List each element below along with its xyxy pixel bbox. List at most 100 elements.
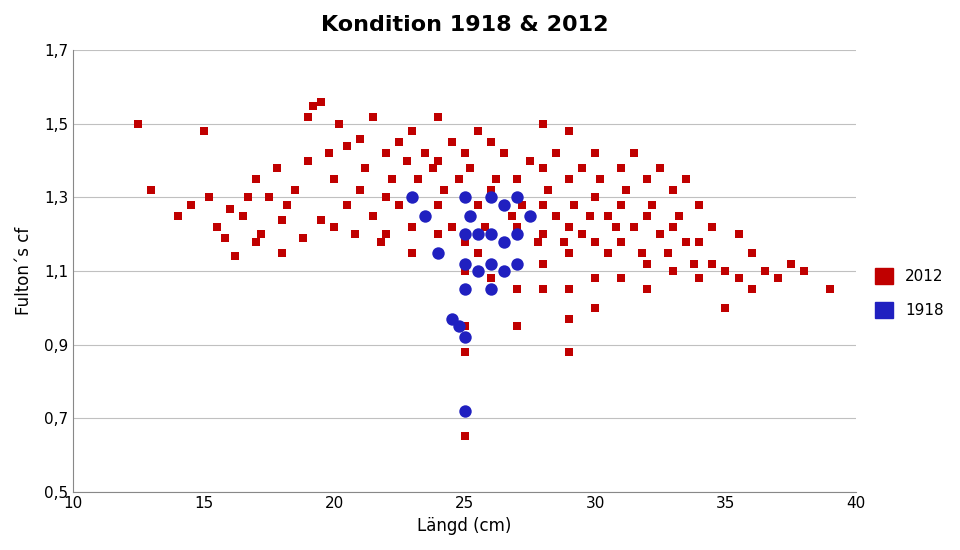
Point — [131, 119, 146, 128]
Point — [287, 186, 302, 195]
Point — [300, 156, 316, 165]
Point — [509, 259, 524, 268]
Point — [418, 149, 433, 158]
Point — [489, 175, 504, 184]
Point — [639, 175, 655, 184]
Point — [462, 211, 477, 220]
Point — [588, 274, 603, 283]
Point — [796, 267, 811, 276]
Point — [618, 186, 634, 195]
Point — [144, 186, 159, 195]
Point — [613, 274, 629, 283]
Point — [509, 230, 524, 239]
Point — [574, 164, 589, 173]
Point — [509, 322, 524, 331]
Point — [660, 248, 676, 257]
Point — [588, 304, 603, 312]
Point — [326, 175, 342, 184]
Point — [483, 274, 498, 283]
Point — [509, 285, 524, 294]
Point — [331, 119, 347, 128]
Point — [240, 193, 255, 202]
Point — [183, 200, 199, 209]
Point — [340, 141, 355, 150]
Point — [457, 432, 472, 441]
Point — [253, 230, 269, 239]
Point — [530, 237, 545, 246]
Point — [483, 138, 498, 147]
Point — [592, 175, 608, 184]
Point — [535, 200, 550, 209]
Point — [196, 127, 211, 136]
Point — [639, 259, 655, 268]
Point — [609, 223, 624, 232]
Point — [249, 237, 264, 246]
Point — [313, 97, 328, 106]
Point — [600, 211, 615, 220]
Point — [228, 252, 243, 261]
Point — [392, 200, 407, 209]
Point — [540, 186, 556, 195]
Point — [744, 285, 759, 294]
Point — [418, 211, 433, 220]
Point — [457, 333, 472, 342]
Point — [574, 230, 589, 239]
Point — [509, 193, 524, 202]
Point — [562, 127, 577, 136]
Point — [535, 164, 550, 173]
Point — [522, 211, 538, 220]
Point — [457, 348, 472, 356]
Point — [431, 200, 446, 209]
Point — [600, 248, 615, 257]
Point — [444, 315, 459, 323]
Point — [418, 211, 433, 220]
Point — [470, 230, 486, 239]
Point — [692, 274, 708, 283]
Point — [665, 186, 681, 195]
Point — [483, 186, 498, 195]
Legend: 2012, 1918: 2012, 1918 — [869, 262, 950, 324]
Point — [483, 230, 498, 239]
Point — [671, 211, 686, 220]
Point — [665, 223, 681, 232]
Point — [275, 248, 290, 257]
Point — [295, 234, 310, 243]
Point — [366, 112, 381, 121]
Point — [504, 211, 519, 220]
Point — [639, 285, 655, 294]
Point — [431, 112, 446, 121]
Point — [535, 285, 550, 294]
Point — [645, 200, 660, 209]
Point — [378, 193, 394, 202]
Point — [556, 237, 571, 246]
Point — [522, 156, 538, 165]
Point — [522, 211, 538, 220]
Point — [305, 101, 321, 110]
Point — [562, 348, 577, 356]
Point — [744, 248, 759, 257]
Point — [249, 175, 264, 184]
Point — [405, 248, 420, 257]
Point — [731, 230, 746, 239]
Point — [405, 223, 420, 232]
Point — [588, 193, 603, 202]
Point — [705, 259, 720, 268]
Point — [436, 186, 451, 195]
Point — [170, 211, 185, 220]
Point — [222, 204, 237, 213]
Point — [548, 211, 564, 220]
Point — [718, 267, 733, 276]
Point — [483, 230, 498, 239]
Point — [639, 211, 655, 220]
Point — [470, 200, 486, 209]
Point — [373, 237, 389, 246]
Point — [562, 248, 577, 257]
Point — [444, 223, 459, 232]
Point — [562, 285, 577, 294]
Point — [457, 406, 472, 415]
Point — [457, 267, 472, 276]
Point — [665, 267, 681, 276]
Point — [352, 186, 368, 195]
Point — [582, 211, 597, 220]
Point — [405, 193, 420, 202]
